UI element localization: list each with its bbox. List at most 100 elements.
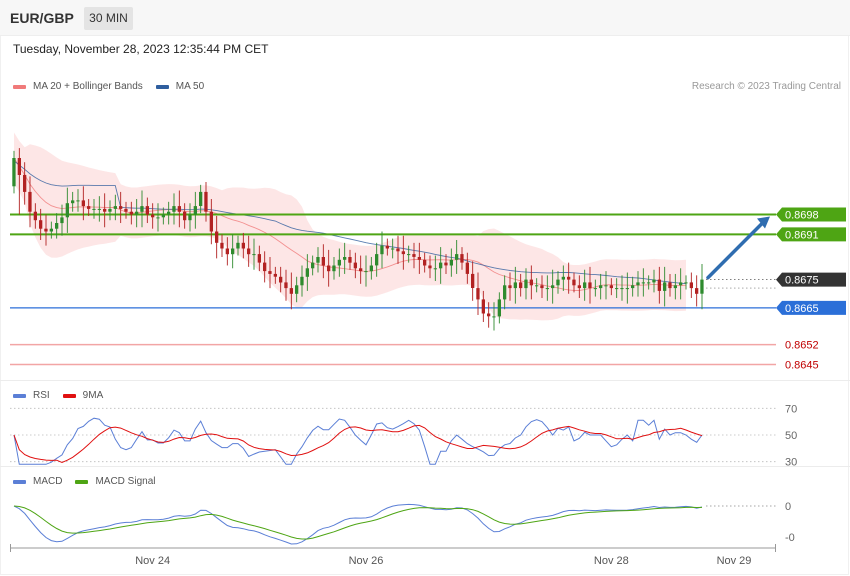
forecast-arrow-shaft (706, 219, 766, 280)
candle-body-91 (497, 299, 501, 317)
candle-body-89 (487, 313, 491, 317)
panel-divider-macd (0, 466, 850, 467)
candle-body-57 (316, 257, 320, 263)
candle-body-31 (177, 206, 181, 212)
candle-body-13 (81, 200, 85, 207)
candle-body-52 (289, 288, 293, 294)
rsi-ma-line (13, 424, 703, 463)
candle-body-85 (465, 262, 469, 274)
candle-body-84 (460, 254, 464, 263)
ma50-legend-swatch (155, 84, 169, 89)
bollinger-band (14, 132, 686, 321)
candle-body-22 (129, 211, 133, 215)
candle-body-97 (529, 279, 533, 286)
timeframe-badge[interactable]: 30 MIN (84, 7, 133, 30)
candle-body-30 (172, 206, 176, 212)
candle-body-126 (684, 282, 688, 284)
candle-body-37 (209, 211, 213, 232)
panel-divider-rsi (0, 380, 850, 381)
time-axis-label-1: Nov 26 (349, 555, 384, 567)
candle-body-112 (609, 285, 613, 289)
candle-body-122 (663, 282, 667, 291)
candle-body-14 (87, 206, 91, 209)
candle-body-106 (577, 285, 581, 289)
rsi-legend-swatch (13, 393, 26, 398)
candle-body-114 (620, 288, 624, 290)
candle-body-107 (583, 282, 587, 289)
candle-body-29 (167, 211, 171, 215)
candle-body-9 (60, 217, 64, 224)
candle-body-82 (449, 259, 453, 266)
candle-body-27 (156, 217, 160, 219)
candle-body-60 (332, 265, 336, 272)
candle-body-80 (439, 262, 443, 269)
candle-body-69 (380, 245, 384, 255)
candle-body-108 (588, 282, 592, 289)
time-axis-label-3: Nov 29 (717, 555, 752, 567)
candle-body-72 (396, 248, 400, 252)
candle-body-11 (71, 200, 75, 204)
price-level-label-0: 0.8698 (785, 210, 819, 222)
price-level-layer: 0.8698 0.8691 0.8675 0.8665 0.8652 0.8645 (10, 207, 846, 371)
macd-legend: MACD MACD Signal (13, 476, 168, 487)
candle-body-10 (65, 203, 69, 218)
candle-body-34 (193, 206, 197, 215)
candle-body-70 (385, 245, 389, 249)
time-axis: Nov 24 Nov 26 Nov 28 Nov 29 (10, 544, 776, 567)
macd-legend-swatch (13, 479, 26, 484)
price-level-label-3: 0.8665 (785, 303, 819, 315)
candle-body-2 (23, 174, 27, 192)
price-legend: MA 20 + Bollinger Bands MA 50 (13, 81, 217, 92)
rsi-legend-label: RSI (33, 390, 50, 401)
candle-body-4 (33, 211, 37, 221)
candle-body-71 (391, 248, 395, 250)
candle-body-86 (471, 273, 475, 288)
macd-line (13, 503, 703, 545)
price-level-label-2: 0.8675 (785, 275, 819, 287)
rsi-ma-legend-swatch (62, 393, 76, 398)
candle-body-46 (257, 254, 261, 263)
candle-body-121 (657, 279, 661, 291)
candle-body-110 (599, 285, 603, 289)
candle-body-123 (668, 282, 672, 289)
candle-body-0 (12, 158, 16, 187)
rsi-line (13, 417, 703, 465)
candle-body-77 (423, 259, 427, 266)
rsi-tick-2: 30 (785, 457, 797, 469)
candle-body-67 (369, 265, 373, 272)
candle-body-111 (604, 285, 608, 287)
candle-body-43 (241, 242, 245, 249)
candle-body-79 (433, 268, 437, 270)
candle-body-26 (151, 214, 155, 218)
candle-body-83 (455, 254, 459, 260)
candle-body-115 (625, 288, 629, 290)
candle-body-109 (593, 288, 597, 290)
candle-body-1 (17, 158, 21, 175)
candle-body-127 (689, 282, 693, 289)
candle-body-87 (476, 288, 480, 300)
candle-body-15 (92, 208, 96, 210)
candle-body-129 (700, 279, 704, 294)
candle-body-59 (327, 265, 331, 272)
candle-body-3 (28, 191, 32, 212)
candle-body-24 (140, 206, 144, 212)
rsi-tick-1: 50 (785, 430, 797, 442)
candle-body-119 (647, 282, 651, 284)
candle-body-38 (215, 231, 219, 243)
candle-body-45 (252, 254, 256, 256)
candle-body-5 (39, 220, 43, 229)
candle-body-32 (183, 211, 187, 221)
ma20-legend-label: MA 20 + Bollinger Bands (33, 81, 143, 92)
candle-body-35 (199, 191, 203, 206)
candle-body-56 (311, 262, 315, 269)
ma50-legend-label: MA 50 (175, 81, 205, 92)
candle-body-61 (337, 259, 341, 266)
candle-body-88 (481, 299, 485, 314)
currency-pair-title: EUR/GBP (10, 10, 74, 26)
candle-body-54 (300, 276, 304, 286)
macd-signal-legend-swatch (75, 479, 89, 484)
forecast-arrow-layer (706, 216, 770, 280)
candle-body-66 (364, 271, 368, 273)
candle-body-7 (49, 228, 53, 232)
candle-body-95 (519, 282, 523, 289)
